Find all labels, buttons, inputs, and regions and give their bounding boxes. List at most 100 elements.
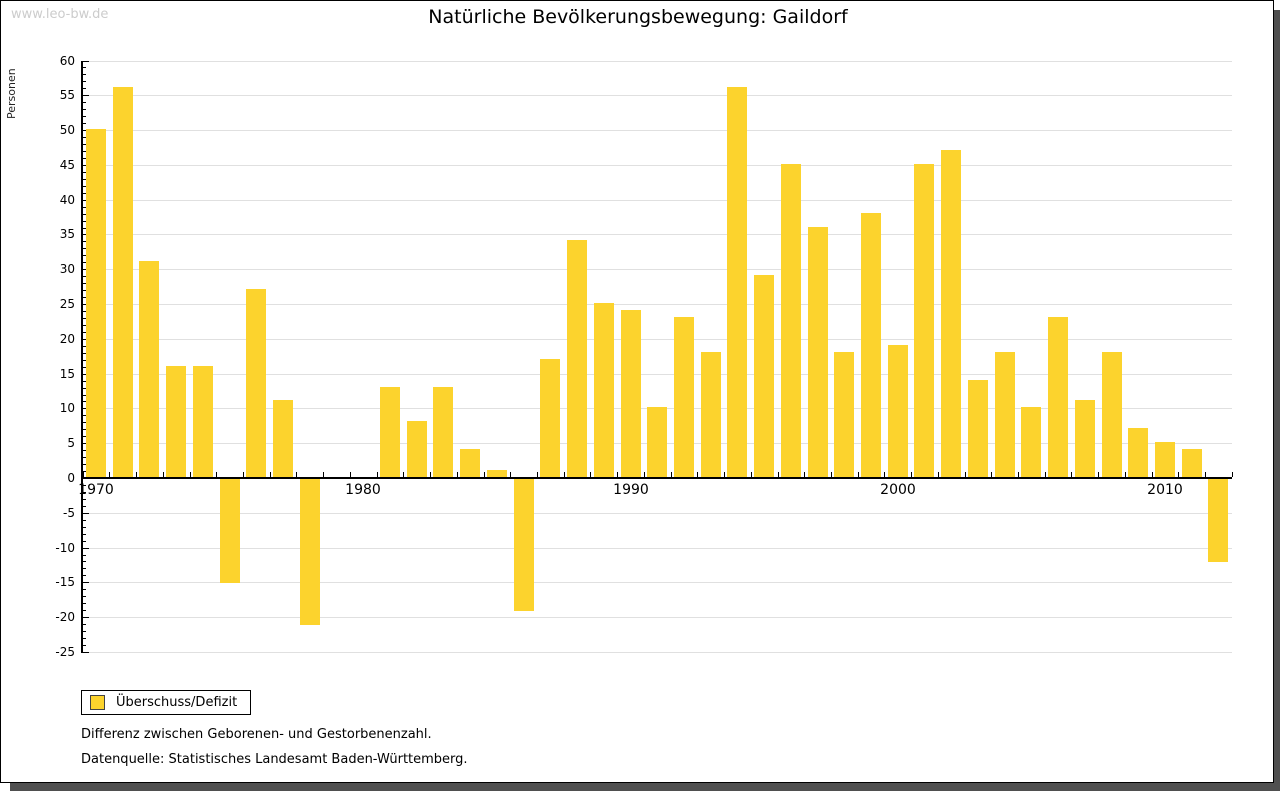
y-minor-tick	[83, 325, 86, 326]
y-minor-tick	[83, 290, 86, 291]
y-minor-tick	[83, 186, 86, 187]
x-tick	[136, 472, 137, 477]
bar-2002	[941, 150, 961, 477]
frame-shadow-bottom	[10, 783, 1280, 791]
x-tick-label: 1980	[345, 482, 381, 498]
bar-1981	[380, 387, 400, 477]
y-major-tick	[83, 582, 89, 583]
y-minor-tick	[83, 353, 86, 354]
bar-2010	[1155, 442, 1175, 477]
footnote-definition: Differenz zwischen Geborenen- und Gestor…	[81, 727, 432, 742]
x-tick	[1098, 472, 1099, 477]
bar-1992	[674, 317, 694, 477]
bar-1998	[834, 352, 854, 477]
bar-2005	[1021, 407, 1041, 477]
page-title: Natürliche Bevölkerungsbewegung: Gaildor…	[428, 6, 848, 28]
x-tick	[884, 472, 885, 477]
y-tick-label: 35	[59, 227, 75, 241]
x-tick	[83, 472, 84, 477]
watermark: www.leo-bw.de	[11, 7, 109, 22]
y-minor-tick	[83, 214, 86, 215]
bar-1987	[540, 359, 560, 477]
bar-2006	[1048, 317, 1068, 477]
y-minor-tick	[83, 534, 86, 535]
gridline	[83, 513, 1232, 514]
gridline	[83, 234, 1232, 235]
y-tick-label: 50	[59, 123, 75, 137]
gridline	[83, 617, 1232, 618]
y-minor-tick	[83, 311, 86, 312]
x-tick	[991, 472, 992, 477]
bar-1986	[514, 479, 534, 611]
y-minor-tick	[83, 624, 86, 625]
bar-1972	[139, 261, 159, 477]
y-minor-tick	[83, 151, 86, 152]
x-tick	[644, 472, 645, 477]
y-tick-label: 0	[67, 471, 75, 485]
x-tick	[1071, 472, 1072, 477]
y-minor-tick	[83, 610, 86, 611]
x-tick-label: 2000	[880, 482, 916, 498]
y-minor-tick	[83, 436, 86, 437]
footnote-source: Datenquelle: Statistisches Landesamt Bad…	[81, 752, 468, 767]
bar-2008	[1102, 352, 1122, 477]
bar-1995	[754, 275, 774, 477]
x-tick	[1152, 472, 1153, 477]
bar-1975	[220, 479, 240, 583]
y-minor-tick	[83, 589, 86, 590]
x-tick	[216, 472, 217, 477]
y-tick-label: 10	[59, 401, 75, 415]
y-minor-tick	[83, 395, 86, 396]
y-minor-tick	[83, 415, 86, 416]
y-minor-tick	[83, 457, 86, 458]
x-tick	[1178, 472, 1179, 477]
y-major-tick	[83, 548, 89, 549]
y-tick-label: 30	[59, 262, 75, 276]
y-minor-tick	[83, 221, 86, 222]
bar-1970	[86, 129, 106, 477]
y-minor-tick	[83, 102, 86, 103]
x-tick	[671, 472, 672, 477]
y-minor-tick	[83, 638, 86, 639]
y-major-tick	[83, 617, 89, 618]
x-tick	[190, 472, 191, 477]
x-tick	[323, 472, 324, 477]
gridline	[83, 339, 1232, 340]
gridline	[83, 165, 1232, 166]
y-tick-label: 55	[59, 88, 75, 102]
y-minor-tick	[83, 603, 86, 604]
y-minor-tick	[83, 158, 86, 159]
bar-2000	[888, 345, 908, 477]
y-minor-tick	[83, 179, 86, 180]
y-minor-tick	[83, 283, 86, 284]
x-tick	[484, 472, 485, 477]
y-minor-tick	[83, 401, 86, 402]
x-tick	[938, 472, 939, 477]
y-tick-label: -25	[55, 645, 75, 659]
y-tick-label: 60	[59, 54, 75, 68]
y-minor-tick	[83, 499, 86, 500]
gridline	[83, 582, 1232, 583]
y-tick-label: -20	[55, 610, 75, 624]
bar-1999	[861, 213, 881, 477]
y-minor-tick	[83, 88, 86, 89]
x-tick	[109, 472, 110, 477]
y-minor-tick	[83, 575, 86, 576]
legend-box: Überschuss/Defizit	[81, 690, 251, 715]
x-tick	[804, 472, 805, 477]
y-minor-tick	[83, 81, 86, 82]
y-minor-tick	[83, 422, 86, 423]
y-axis-title: Personen	[5, 68, 18, 119]
y-minor-tick	[83, 471, 86, 472]
bar-2007	[1075, 400, 1095, 477]
bar-1991	[647, 407, 667, 477]
y-minor-tick	[83, 67, 86, 68]
y-minor-tick	[83, 109, 86, 110]
x-tick	[831, 472, 832, 477]
x-tick	[564, 472, 565, 477]
bar-1976	[246, 289, 266, 477]
y-minor-tick	[83, 645, 86, 646]
y-major-tick	[83, 513, 89, 514]
y-minor-tick	[83, 116, 86, 117]
